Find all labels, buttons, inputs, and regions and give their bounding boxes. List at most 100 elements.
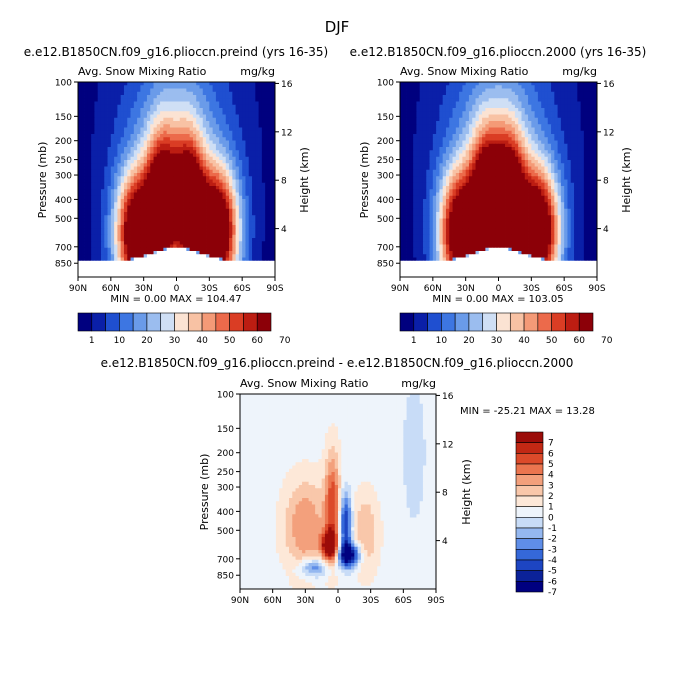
contour-cell — [140, 202, 144, 206]
contour-cell — [502, 147, 506, 151]
contour-cell — [173, 228, 177, 232]
contour-cell — [268, 102, 272, 106]
contour-cell — [98, 105, 102, 109]
contour-cell — [242, 160, 246, 164]
contour-cell — [222, 167, 226, 171]
contour-cell — [114, 144, 118, 148]
contour-cell — [400, 85, 404, 89]
contour-cell — [104, 111, 108, 115]
contour-cell — [236, 167, 240, 171]
contour-cell — [91, 105, 95, 109]
contour-cell — [170, 215, 174, 219]
contour-cell — [472, 121, 476, 125]
contour-cell — [131, 176, 135, 180]
contour-cell — [88, 251, 92, 255]
contour-cell — [199, 251, 203, 255]
contour-cell — [209, 154, 213, 158]
contour-cell — [423, 108, 427, 112]
contour-cell — [206, 222, 210, 226]
contour-cell — [137, 232, 141, 236]
contour-cell — [154, 160, 158, 164]
contour-cell — [170, 241, 174, 245]
contour-cell — [150, 245, 154, 249]
contour-cell — [574, 95, 578, 99]
contour-cell — [85, 261, 89, 265]
contour-cell — [216, 160, 220, 164]
contour-cell — [584, 128, 588, 132]
contour-cell — [423, 98, 427, 102]
contour-cell — [403, 124, 407, 128]
contour-cell — [147, 98, 151, 102]
contour-cell — [268, 141, 272, 145]
contour-cell — [515, 118, 519, 122]
contour-cell — [131, 193, 135, 197]
contour-cell — [229, 173, 233, 177]
contour-cell — [213, 134, 217, 138]
contour-cell — [538, 124, 542, 128]
contour-cell — [196, 115, 200, 119]
contour-cell — [521, 131, 525, 135]
contour-cell — [85, 115, 89, 119]
contour-cell — [88, 219, 92, 223]
contour-cell — [140, 212, 144, 216]
contour-cell — [262, 189, 266, 193]
contour-cell — [512, 111, 516, 115]
contour-cell — [206, 199, 210, 203]
contour-cell — [265, 121, 269, 125]
contour-cell — [469, 85, 473, 89]
contour-cell — [265, 180, 269, 184]
contour-cell — [567, 82, 571, 86]
contour-cell — [492, 118, 496, 122]
contour-cell — [443, 85, 447, 89]
contour-cell — [177, 232, 181, 236]
contour-cell — [137, 219, 141, 223]
contour-cell — [245, 124, 249, 128]
contour-cell — [222, 134, 226, 138]
contour-cell — [262, 92, 266, 96]
contour-cell — [177, 241, 181, 245]
contour-cell — [242, 193, 246, 197]
contour-cell — [544, 141, 548, 145]
contour-cell — [104, 228, 108, 232]
contour-cell — [88, 102, 92, 106]
contour-cell — [180, 258, 184, 262]
contour-cell — [121, 89, 125, 93]
contour-cell — [245, 157, 249, 161]
contour-cell — [226, 118, 230, 122]
contour-cell — [262, 225, 266, 229]
contour-cell — [160, 212, 164, 216]
contour-cell — [439, 121, 443, 125]
contour-cell — [150, 160, 154, 164]
contour-cell — [81, 206, 85, 210]
contour-cell — [564, 115, 568, 119]
colorbar-swatch — [216, 313, 230, 331]
contour-cell — [147, 167, 151, 171]
contour-cell — [101, 150, 105, 154]
contour-cell — [183, 193, 187, 197]
contour-cell — [571, 124, 575, 128]
contour-cell — [177, 157, 181, 161]
contour-cell — [222, 186, 226, 190]
contour-cell — [426, 124, 430, 128]
contour-cell — [574, 105, 578, 109]
contour-cell — [433, 141, 437, 145]
contour-cell — [515, 85, 519, 89]
contour-cell — [544, 111, 548, 115]
contour-cell — [255, 215, 259, 219]
contour-cell — [196, 183, 200, 187]
contour-cell — [157, 157, 161, 161]
contour-cell — [541, 137, 545, 141]
contour-cell — [190, 261, 194, 265]
contour-cell — [108, 144, 112, 148]
contour-cell — [147, 160, 151, 164]
contour-cell — [262, 202, 266, 206]
contour-cell — [170, 248, 174, 252]
panel-preind-ylabel: Pressure (mb) — [36, 142, 49, 219]
contour-cell — [81, 108, 85, 112]
contour-cell — [535, 124, 539, 128]
contour-cell — [268, 124, 272, 128]
contour-cell — [226, 176, 230, 180]
contour-cell — [203, 238, 207, 242]
contour-cell — [476, 95, 480, 99]
contour-cell — [134, 167, 138, 171]
